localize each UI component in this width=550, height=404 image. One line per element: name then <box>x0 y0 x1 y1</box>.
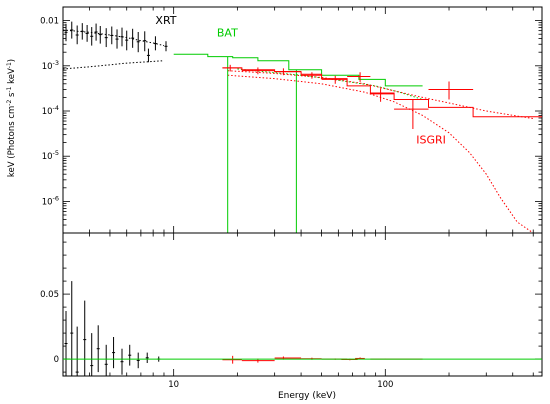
x-axis: 10 100 <box>62 7 534 390</box>
y-tick-label: 10-6 <box>42 194 59 207</box>
model-curve <box>227 70 534 120</box>
model-curve <box>63 29 165 47</box>
xrt-label: XRT <box>155 14 176 27</box>
model-curve <box>237 68 423 100</box>
isgri-model-steps <box>222 67 542 118</box>
y-tick-label: 10-3 <box>42 59 59 72</box>
isgri-label: ISGRI <box>416 134 446 147</box>
y-tick-label: 10-5 <box>42 149 59 162</box>
bat-model-steps <box>173 53 423 87</box>
y-axis-label: keV (Photons cm-2 s-1 keV-1) <box>6 59 17 177</box>
y-tick-label: 10-4 <box>42 104 59 117</box>
y-tick-label: 0.05 <box>40 290 59 300</box>
spectrum-panel: 0.01 10-3 10-4 10-5 10-6 XRT BAT ISGRI <box>40 6 543 234</box>
model-curve <box>63 60 165 70</box>
y-tick-label: 0 <box>54 355 59 365</box>
residuals-data <box>63 281 542 376</box>
residuals-panel: 0.05 0 <box>40 232 543 377</box>
bat-label: BAT <box>217 26 238 39</box>
x-axis-label: Energy (keV) <box>278 391 336 401</box>
x-tick-label: 100 <box>377 380 393 390</box>
spectrum-data <box>63 21 542 233</box>
residuals-frame <box>62 232 543 377</box>
spectrum-frame <box>62 6 543 234</box>
x-tick-label: 10 <box>168 380 179 390</box>
y-tick-label: 0.01 <box>40 17 59 27</box>
